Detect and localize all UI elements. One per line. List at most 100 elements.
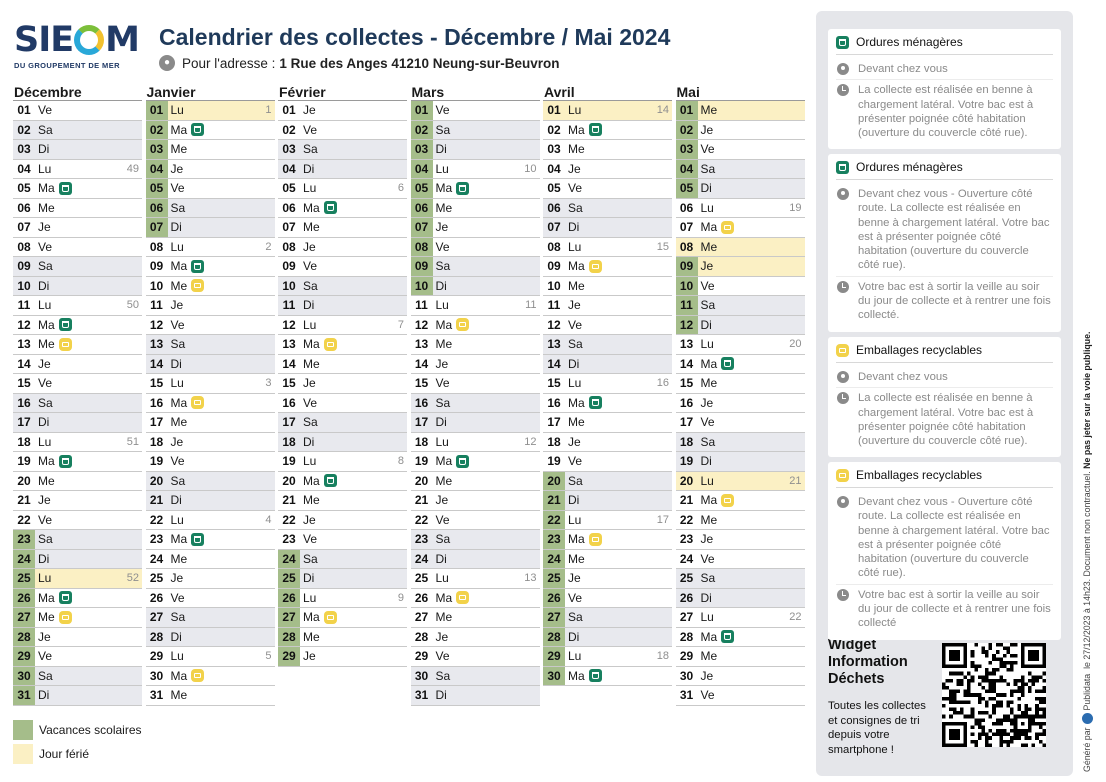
- day-number: 04: [547, 161, 561, 176]
- day-row: 12 Di: [675, 315, 805, 335]
- day-row: 22 Lu 4: [145, 511, 275, 530]
- day-name: Me: [435, 610, 453, 625]
- day-name: Di: [303, 571, 315, 586]
- day-name: Me: [303, 629, 320, 644]
- day-name: Je: [303, 376, 316, 391]
- trash-bin-icon: [456, 454, 470, 468]
- day-number: 14: [17, 356, 31, 371]
- day-name: Je: [38, 220, 51, 235]
- day-number: 28: [13, 627, 35, 646]
- day-name: Me: [303, 493, 320, 508]
- day-number: 03: [675, 140, 698, 159]
- day-name: Sa: [435, 668, 451, 683]
- day-name: Ma: [303, 200, 320, 215]
- day-name: Ma: [38, 181, 55, 196]
- trash-bin-icon: [191, 259, 205, 273]
- day-name: Di: [38, 278, 50, 293]
- day-number: 17: [282, 415, 296, 430]
- trash-bin-icon: [456, 181, 470, 195]
- day-row: 23 Sa: [410, 530, 540, 550]
- day-name: Lu: [38, 434, 52, 449]
- day-number: 02: [145, 120, 168, 139]
- day-row: 15 Lu 3: [145, 374, 275, 394]
- day-row: 14 Je: [410, 355, 540, 374]
- card-header: Emballages recyclables: [836, 468, 1053, 488]
- week-number: 21: [789, 474, 802, 487]
- day-row: 15 Lu 16: [543, 374, 672, 394]
- week-number: 1: [265, 104, 272, 116]
- day-row: 13 Sa: [543, 335, 672, 355]
- day-name: Me: [170, 415, 188, 430]
- day-number: 04: [145, 159, 168, 178]
- day-name: Lu: [700, 473, 714, 488]
- day-number: 27: [679, 610, 694, 625]
- qr-code-icon[interactable]: [942, 643, 1046, 747]
- day-row: 31 Di: [410, 686, 540, 706]
- day-name: Ma: [568, 122, 585, 137]
- day-number: 03: [282, 142, 296, 157]
- day-number: 23: [414, 532, 429, 547]
- day-row: 03 Sa: [278, 140, 407, 160]
- day-name: Ve: [700, 688, 715, 703]
- day-number: 08: [149, 239, 164, 254]
- day-name: Sa: [435, 532, 451, 547]
- week-number: 5: [265, 650, 272, 662]
- day-number: 25: [543, 569, 565, 588]
- day-number: 15: [679, 376, 694, 391]
- day-row: 10 Di: [13, 276, 142, 296]
- day-name: Me: [700, 512, 718, 527]
- card-row: Devant chez vous - Ouverture côté route.…: [836, 492, 1053, 585]
- trash-bin-icon: [58, 591, 72, 605]
- day-name: Lu: [700, 610, 714, 625]
- month-column: Mars 01 Ve 02 Sa 03 Di 04 Lu 10 05 Ma 06 Me 07 Je 08 Ve 09…: [410, 83, 540, 706]
- day-name: Je: [38, 629, 51, 644]
- day-row: 12 Ma: [13, 316, 142, 335]
- day-name: Di: [700, 454, 712, 469]
- day-name: Me: [38, 610, 55, 625]
- day-number: 10: [675, 276, 698, 295]
- day-name: Di: [700, 590, 712, 605]
- day-row: 24 Sa: [278, 549, 407, 569]
- day-name: Ve: [303, 122, 318, 137]
- day-name: Sa: [38, 122, 53, 137]
- day-name: Je: [700, 668, 714, 683]
- day-number: 24: [149, 551, 164, 566]
- day-number: 10: [17, 278, 31, 293]
- day-row: 29 Ve: [410, 647, 540, 667]
- day-row: 25 Je: [543, 569, 672, 589]
- address-line: ● Pour l'adresse : 1 Rue des Anges 41210…: [159, 55, 559, 71]
- day-number: 23: [13, 530, 35, 549]
- day-number: 08: [547, 239, 561, 254]
- day-name: Ve: [303, 395, 318, 410]
- day-name: Ma: [170, 532, 188, 547]
- day-name: Sa: [435, 395, 451, 410]
- day-number: 10: [282, 278, 296, 293]
- day-name: Sa: [700, 571, 716, 586]
- card-row-text: La collecte est réalisée en benne à char…: [858, 84, 1034, 140]
- day-row: 13 Lu 20: [675, 335, 805, 355]
- day-row: 22 Je: [278, 511, 407, 530]
- day-name: Di: [568, 493, 580, 508]
- day-number: 26: [278, 588, 300, 607]
- day-name: Me: [435, 473, 453, 488]
- day-row: 26 Ve: [543, 588, 672, 608]
- card-title: Ordures ménagères: [856, 160, 963, 174]
- day-row: 23 Ma: [145, 530, 275, 550]
- day-row: 07 Me: [278, 218, 407, 238]
- day-row: 21 Di: [145, 491, 275, 511]
- day-name: Je: [568, 571, 581, 586]
- day-number: 28: [679, 629, 694, 644]
- day-row: 09 Je: [675, 257, 805, 277]
- day-name: Sa: [568, 337, 583, 352]
- day-row: 21 Je: [410, 491, 540, 511]
- day-name: Ve: [435, 239, 450, 254]
- day-name: Ma: [700, 220, 718, 235]
- day-name: Sa: [700, 434, 716, 449]
- day-number: 01: [145, 101, 168, 120]
- day-number: 31: [414, 688, 429, 703]
- day-row: 01 Me: [675, 101, 805, 121]
- day-name: Ve: [435, 103, 450, 118]
- day-number: 18: [414, 434, 429, 449]
- day-row: 03 Ve: [675, 140, 805, 160]
- day-row: 31 Me: [145, 686, 275, 706]
